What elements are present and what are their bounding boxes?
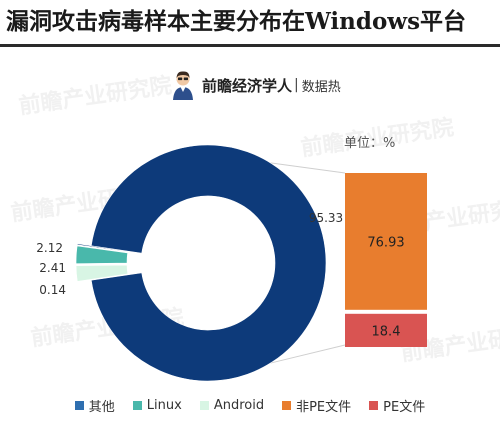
- breakout-segment-non-pe: [345, 173, 427, 310]
- data-label-android: 2.12: [36, 241, 63, 255]
- legend-swatch: [74, 400, 84, 410]
- title-underline: [0, 44, 500, 47]
- data-label-non-pe: 76.93: [367, 235, 404, 250]
- legend-label: 非PE文件: [296, 399, 352, 415]
- chart-title: 漏洞攻击病毒样本主要分布在Windows平台: [6, 8, 467, 35]
- legend-item: Android: [199, 397, 265, 413]
- legend-label: Android: [213, 397, 265, 413]
- data-label-pe: 18.4: [372, 324, 401, 339]
- brand-separator: |: [294, 77, 299, 93]
- data-label-linux: 2.41: [39, 261, 66, 275]
- data-label-minor: 0.14: [39, 283, 66, 297]
- legend-label: PE文件: [383, 399, 426, 415]
- brand-name: 前瞻经济学人: [202, 76, 293, 95]
- legend-label: Linux: [146, 397, 182, 413]
- connector-line-bottom: [270, 344, 346, 364]
- legend-swatch: [132, 400, 142, 410]
- legend-item: 非PE文件: [282, 396, 351, 415]
- legend-swatch: [369, 400, 379, 410]
- data-label-other: 95.33: [309, 211, 343, 225]
- legend-item: 其他: [74, 396, 115, 415]
- legend-item: PE文件: [369, 396, 425, 415]
- legend-swatch: [282, 400, 292, 410]
- brand-header: 前瞻经济学人 | 数据热: [170, 70, 341, 100]
- brand-subtitle: 数据热: [301, 79, 341, 95]
- title-bar: 漏洞攻击病毒样本主要分布在Windows平台: [0, 0, 500, 47]
- person-avatar-icon: [173, 71, 193, 100]
- legend: 其他 Linux Android 非PE文件 PE文件: [0, 395, 500, 415]
- donut-slice-android: [75, 264, 129, 282]
- connector-line-top: [270, 162, 346, 174]
- legend-swatch: [199, 400, 209, 410]
- unit-label: 单位：%: [344, 136, 396, 151]
- donut-slice-other: [90, 144, 327, 382]
- donut-slice-linux: [75, 245, 129, 265]
- breakout-segment-pe: [345, 313, 427, 347]
- legend-label: 其他: [88, 399, 115, 415]
- legend-item: Linux: [132, 397, 182, 413]
